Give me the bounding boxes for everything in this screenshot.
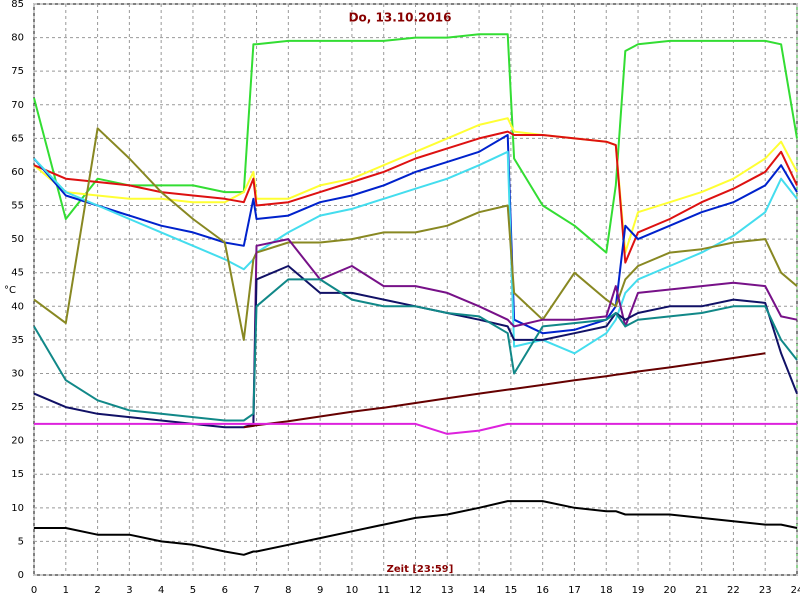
x-tick-label: 18 [600,585,613,596]
y-tick-label: 5 [18,536,24,547]
x-tick-label: 14 [473,585,486,596]
x-tick-label: 20 [663,585,676,596]
y-tick-label: 10 [11,503,24,514]
x-tick-label: 17 [568,585,581,596]
y-tick-label: 35 [11,335,24,346]
series-line [243,352,766,429]
x-tick-label: 6 [222,585,228,596]
y-tick-label: 30 [11,368,24,379]
chart-title: Do, 13.10.2016 [349,11,452,25]
series-line [33,278,798,422]
series-line [33,130,798,264]
series-line [34,500,798,556]
x-tick-label: 0 [31,585,37,596]
series-line [33,117,798,254]
x-tick-label: 8 [285,585,291,596]
x-tick-label: 11 [377,585,390,596]
x-tick-label: 23 [759,585,772,596]
y-tick-label: 45 [11,268,24,279]
series-line [33,33,798,254]
x-axis-label: Zeit [23:59] [387,564,454,575]
x-tick-label: 19 [632,585,645,596]
x-tick-label: 3 [126,585,132,596]
x-tick-label: 24 [791,585,800,596]
x-tick-label: 16 [536,585,549,596]
x-tick-label: 5 [190,585,196,596]
x-tick-label: 15 [505,585,518,596]
y-tick-label: 85 [11,0,24,10]
y-tick-label: 40 [11,301,24,312]
series-line [252,238,798,421]
x-tick-label: 4 [158,585,164,596]
y-tick-label: 65 [11,133,24,144]
series-line [33,150,798,355]
y-tick-label: 55 [11,201,24,212]
x-tick-label: 21 [695,585,708,596]
y-tick-label: 50 [11,234,24,245]
y-tick-label: 15 [11,469,24,480]
x-tick-label: 12 [409,585,422,596]
x-tick-label: 2 [94,585,100,596]
y-tick-label: 80 [11,33,24,44]
y-tick-label: 75 [11,66,24,77]
x-tick-label: 10 [346,585,359,596]
y-tick-label: 70 [11,100,24,111]
y-tick-label: 25 [11,402,24,413]
x-tick-label: 7 [253,585,259,596]
x-tick-label: 9 [317,585,323,596]
y-tick-label: 20 [11,436,24,447]
y-tick-label: 0 [18,570,24,581]
x-tick-label: 13 [441,585,454,596]
series-line [33,127,798,341]
series-line [34,422,797,435]
series-line [33,134,798,335]
y-axis-label: °C [4,285,16,296]
y-tick-label: 60 [11,167,24,178]
x-tick-label: 22 [727,585,740,596]
x-tick-label: 1 [63,585,69,596]
